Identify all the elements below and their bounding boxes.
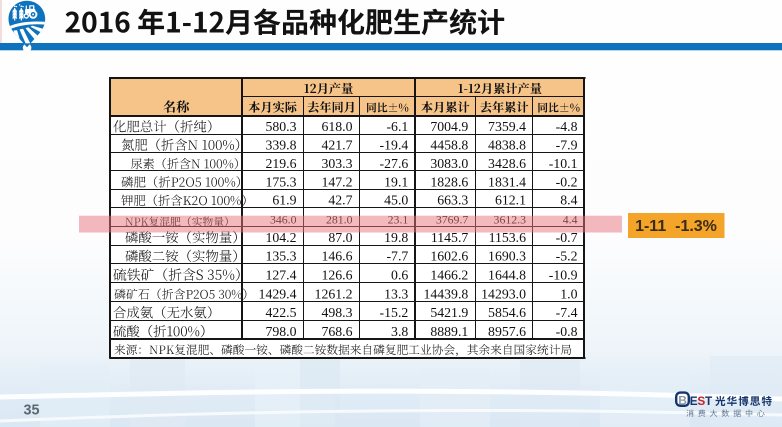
svg-text:7359.4: 7359.4 [488, 119, 526, 134]
svg-text:T: T [705, 394, 713, 408]
svg-text:1690.3: 1690.3 [488, 249, 526, 264]
svg-text:S: S [697, 394, 705, 408]
svg-text:61.9: 61.9 [272, 193, 296, 208]
svg-text:5854.6: 5854.6 [488, 305, 526, 320]
svg-text:13.3: 13.3 [384, 286, 408, 301]
svg-text:E: E [690, 394, 698, 408]
svg-text:-0.7: -0.7 [556, 230, 578, 245]
svg-text:-19.4: -19.4 [380, 138, 409, 153]
svg-text:219.6: 219.6 [265, 156, 296, 171]
svg-text:1828.6: 1828.6 [430, 174, 468, 189]
svg-text:127.4: 127.4 [265, 268, 296, 283]
svg-text:663.3: 663.3 [437, 193, 468, 208]
svg-text:-10.1: -10.1 [549, 156, 578, 171]
svg-text:3083.0: 3083.0 [430, 156, 468, 171]
svg-text:-15.2: -15.2 [380, 305, 409, 320]
svg-text:87.0: 87.0 [328, 230, 352, 245]
svg-text:768.6: 768.6 [321, 324, 352, 339]
svg-text:618.0: 618.0 [321, 119, 352, 134]
svg-text:1-11 -1.3%: 1-11 -1.3% [635, 218, 717, 235]
svg-text:3428.6: 3428.6 [488, 156, 526, 171]
svg-text:14293.0: 14293.0 [481, 286, 526, 301]
svg-text:612.1: 612.1 [495, 193, 526, 208]
svg-text:8.4: 8.4 [560, 193, 577, 208]
svg-text:-10.9: -10.9 [549, 268, 578, 283]
svg-text:-7.7: -7.7 [386, 249, 408, 264]
svg-text:-0.2: -0.2 [556, 174, 578, 189]
svg-text:-6.1: -6.1 [386, 119, 408, 134]
svg-text:146.6: 146.6 [321, 249, 352, 264]
svg-text:1602.6: 1602.6 [430, 249, 468, 264]
svg-text:339.8: 339.8 [265, 138, 296, 153]
svg-text:1.0: 1.0 [560, 286, 577, 301]
svg-text:-27.6: -27.6 [380, 156, 409, 171]
svg-text:4838.8: 4838.8 [488, 138, 526, 153]
svg-text:19.1: 19.1 [384, 174, 408, 189]
svg-text:135.3: 135.3 [265, 249, 296, 264]
svg-text:1429.4: 1429.4 [259, 286, 297, 301]
svg-text:1644.8: 1644.8 [488, 268, 526, 283]
svg-text:421.7: 421.7 [321, 138, 352, 153]
svg-text:1261.2: 1261.2 [315, 286, 353, 301]
svg-text:45.0: 45.0 [384, 193, 408, 208]
svg-text:7004.9: 7004.9 [430, 119, 468, 134]
svg-text:175.3: 175.3 [265, 174, 296, 189]
svg-text:8889.1: 8889.1 [430, 324, 468, 339]
svg-text:-4.8: -4.8 [556, 119, 578, 134]
svg-text:1831.4: 1831.4 [488, 174, 526, 189]
svg-text:4458.8: 4458.8 [430, 138, 468, 153]
svg-text:3.8: 3.8 [391, 324, 408, 339]
svg-text:422.5: 422.5 [265, 305, 296, 320]
svg-text:126.6: 126.6 [321, 268, 352, 283]
svg-text:1153.6: 1153.6 [489, 230, 527, 245]
svg-text:1466.2: 1466.2 [430, 268, 468, 283]
svg-text:8957.6: 8957.6 [488, 324, 526, 339]
svg-text:B: B [678, 393, 687, 407]
svg-text:-5.2: -5.2 [556, 249, 578, 264]
svg-text:1145.7: 1145.7 [431, 230, 469, 245]
svg-text:498.3: 498.3 [321, 305, 352, 320]
svg-text:580.3: 580.3 [265, 119, 296, 134]
svg-text:104.2: 104.2 [265, 230, 296, 245]
svg-text:19.8: 19.8 [384, 230, 408, 245]
svg-text:5421.9: 5421.9 [430, 305, 468, 320]
svg-text:14439.8: 14439.8 [423, 286, 468, 301]
svg-text:42.7: 42.7 [328, 193, 352, 208]
svg-text:0.6: 0.6 [391, 268, 408, 283]
svg-text:-7.9: -7.9 [556, 138, 578, 153]
svg-text:303.3: 303.3 [321, 156, 352, 171]
svg-text:798.0: 798.0 [265, 324, 296, 339]
svg-text:-7.4: -7.4 [556, 305, 578, 320]
svg-text:-0.8: -0.8 [556, 324, 578, 339]
svg-text:35: 35 [24, 403, 40, 419]
svg-text:147.2: 147.2 [321, 174, 352, 189]
